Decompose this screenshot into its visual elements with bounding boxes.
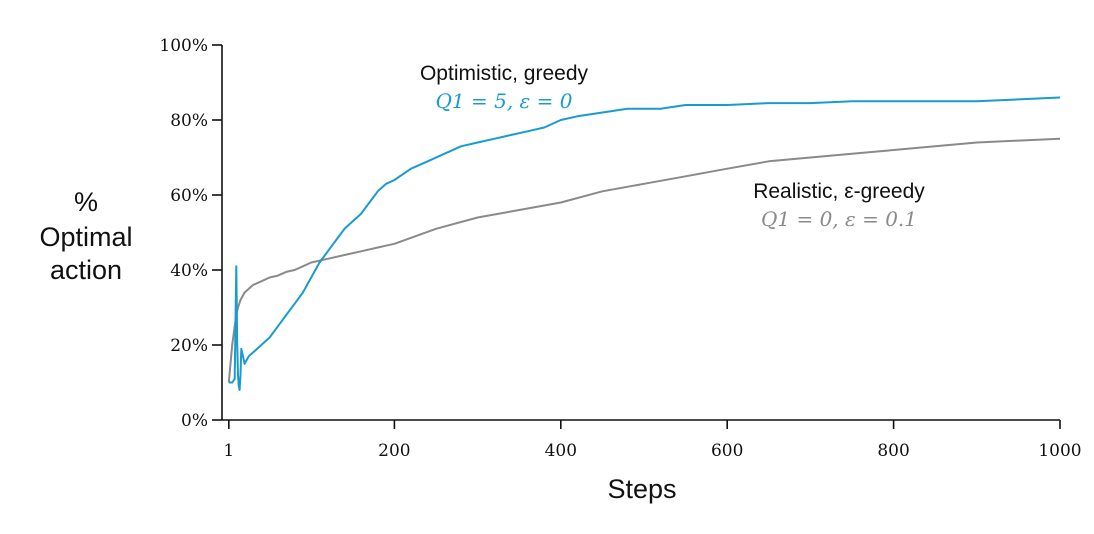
x-ticks: 1 200 400 600 800 1000: [223, 420, 1082, 461]
y-tick-label: 100%: [159, 36, 208, 56]
x-tick-label: 1000: [1038, 441, 1081, 461]
series-param-realistic: Q1 = 0, ε = 0.1: [761, 207, 917, 231]
y-tick-label: 20%: [170, 336, 208, 356]
x-tick-label: 600: [711, 441, 743, 461]
x-tick-label: 200: [378, 441, 410, 461]
y-axis-title-line-3: action: [50, 255, 122, 285]
x-tick-label: 400: [545, 441, 577, 461]
y-axis-title-line-1: %: [74, 187, 98, 217]
y-ticks: 0% 20% 40% 60% 80% 100%: [159, 36, 222, 431]
x-tick-label: 1: [223, 441, 234, 461]
series-line-optimistic-greedy: [228, 96, 1061, 391]
series-layer: [227, 96, 1061, 391]
y-axis-title-line-2: Optimal: [39, 222, 132, 252]
series-label-optimistic: Optimistic, greedy: [420, 62, 589, 85]
x-axis-title: Steps: [607, 474, 676, 504]
axes: [221, 45, 1060, 421]
y-tick-label: 40%: [170, 261, 208, 281]
y-tick-label: 0%: [181, 411, 208, 431]
x-tick-label: 800: [877, 441, 909, 461]
y-tick-label: 60%: [170, 186, 208, 206]
y-tick-label: 80%: [170, 111, 208, 131]
y-axis-title: % Optimal action: [39, 187, 132, 285]
series-line-realistic-epsilon-greedy: [227, 137, 1061, 383]
series-param-optimistic: Q1 = 5, ε = 0: [436, 89, 573, 113]
series-label-realistic: Realistic, ε-greedy: [753, 180, 925, 203]
